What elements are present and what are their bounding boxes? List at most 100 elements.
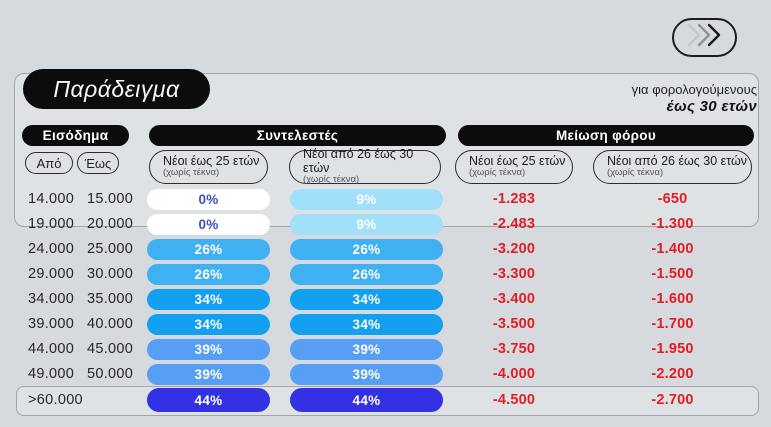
triple-chevron-right-icon [686, 22, 724, 53]
rate-under25-value: 34% [194, 316, 223, 332]
rate-26to30-value: 26% [352, 266, 381, 282]
column-header-title: Νέοι από 26 έως 30 ετών [303, 146, 414, 175]
income-to-value: 20.000 [87, 216, 134, 232]
reduction-26to30-value: -2.200 [651, 366, 694, 382]
rate-26to30-value: 39% [352, 366, 381, 382]
income-to-value: 30.000 [87, 266, 134, 282]
next-button[interactable] [672, 18, 737, 57]
income-to-value: 50.000 [87, 366, 134, 382]
rate-under25-value: 26% [194, 266, 223, 282]
reduction-under25-value: -3.500 [492, 316, 536, 332]
column-header-title: Νέοι από 26 έως 30 ετών [607, 153, 748, 168]
column-group-rates-label: Συντελεστές [256, 128, 339, 143]
reduction-under25-value: -3.200 [492, 241, 536, 257]
income-from-value: 39.000 [28, 316, 75, 332]
income-from-value: 34.000 [28, 291, 75, 307]
income-to-value: 45.000 [87, 341, 134, 357]
rate-26to30-value: 34% [352, 291, 381, 307]
income-from-value: 14.000 [28, 191, 75, 207]
column-group-reduction-label: Μείωση φόρου [556, 128, 656, 143]
income-to-value: 40.000 [87, 316, 134, 332]
income-from-value: 19.000 [28, 216, 75, 232]
reduction-under25-value: -4.000 [492, 366, 536, 382]
reduction-26to30-value: -1.300 [651, 216, 694, 232]
rate-26to30-value: 34% [352, 316, 381, 332]
rate-pill-under25: 0% [147, 213, 270, 235]
rate-pill-under25: 39% [147, 338, 270, 360]
column-header-note: (χωρίς τέκνα) [607, 167, 664, 179]
reduction-under25-value: -3.750 [492, 341, 536, 357]
rate-pill-under25: 0% [147, 188, 270, 210]
table-row: >60.000 44% 44% -4.500 -2.700 [0, 388, 771, 412]
rate-26to30-value: 44% [352, 392, 381, 408]
rate-under25-value: 0% [198, 191, 219, 207]
reduction-26to30-value: -1.700 [651, 316, 694, 332]
reduction-under25-value: -3.300 [492, 266, 536, 282]
table-row: 19.000 20.000 0% 9% -2.483 -1.300 [0, 212, 771, 236]
rate-pill-26to30: 39% [290, 363, 443, 385]
reduction-under25-value: -4.500 [492, 392, 536, 408]
column-header-rate-26to30: Νέοι από 26 έως 30 ετών (χωρίς τέκνα) [289, 146, 441, 186]
rate-under25-value: 26% [194, 241, 223, 257]
column-group-rates: Συντελεστές [149, 125, 446, 146]
column-header-note: (χωρίς τέκνα) [469, 167, 526, 179]
table-row: 29.000 30.000 26% 26% -3.300 -1.500 [0, 262, 771, 286]
column-header-reduction-26to30: Νέοι από 26 έως 30 ετών (χωρίς τέκνα) [593, 150, 752, 184]
rate-pill-26to30: 9% [290, 188, 443, 210]
rate-under25-value: 0% [198, 216, 219, 232]
income-from-value: >60.000 [28, 392, 83, 408]
rate-pill-26to30: 39% [290, 338, 443, 360]
reduction-26to30-value: -1.950 [651, 341, 694, 357]
rate-pill-under25: 39% [147, 363, 270, 385]
rate-26to30-value: 9% [356, 191, 377, 207]
audience-line1: για φορολογούμενους [631, 82, 757, 97]
income-from-value: 44.000 [28, 341, 75, 357]
column-group-income-label: Εισόδημα [42, 128, 109, 143]
table-row: 49.000 50.000 39% 39% -4.000 -2.200 [0, 362, 771, 386]
column-header-to-label: Έως [84, 155, 112, 171]
column-header-from-label: Από [36, 155, 62, 171]
column-header-title: Νέοι έως 25 ετών [469, 153, 566, 168]
rate-pill-26to30: 44% [290, 388, 443, 412]
table-row: 39.000 40.000 34% 34% -3.500 -1.700 [0, 312, 771, 336]
reduction-under25-value: -1.283 [492, 191, 536, 207]
column-header-note: (χωρίς τέκνα) [163, 167, 220, 179]
rate-under25-value: 44% [194, 392, 223, 408]
table-row: 24.000 25.000 26% 26% -3.200 -1.400 [0, 237, 771, 261]
rate-under25-value: 34% [194, 291, 223, 307]
income-from-value: 24.000 [28, 241, 75, 257]
rate-26to30-value: 26% [352, 241, 381, 257]
column-header-reduction-under25: Νέοι έως 25 ετών (χωρίς τέκνα) [455, 150, 573, 184]
audience-line2: έως 30 ετών [666, 97, 757, 115]
column-header-to: Έως [77, 152, 119, 174]
rate-pill-under25: 44% [147, 388, 270, 412]
column-header-from: Από [25, 152, 73, 174]
rate-pill-26to30: 26% [290, 238, 443, 260]
column-header-rate-under25: Νέοι έως 25 ετών (χωρίς τέκνα) [149, 150, 268, 184]
column-group-reduction: Μείωση φόρου [458, 125, 754, 146]
audience-note: για φορολογούμενους έως 30 ετών [631, 82, 757, 115]
rate-pill-26to30: 34% [290, 313, 443, 335]
page-title-pill: Παράδειγμα [23, 69, 210, 109]
income-from-value: 29.000 [28, 266, 75, 282]
rate-under25-value: 39% [194, 366, 223, 382]
table-row: 44.000 45.000 39% 39% -3.750 -1.950 [0, 337, 771, 361]
rate-pill-26to30: 26% [290, 263, 443, 285]
reduction-26to30-value: -2.700 [651, 392, 694, 408]
page-title: Παράδειγμα [53, 75, 180, 102]
rate-pill-26to30: 9% [290, 213, 443, 235]
rate-pill-under25: 26% [147, 263, 270, 285]
table-row: 34.000 35.000 34% 34% -3.400 -1.600 [0, 287, 771, 311]
column-header-note: (χωρίς τέκνα) [303, 174, 360, 186]
reduction-26to30-value: -1.600 [651, 291, 694, 307]
column-header-title: Νέοι έως 25 ετών [163, 153, 260, 168]
reduction-under25-value: -2.483 [492, 216, 536, 232]
reduction-26to30-value: -1.500 [651, 266, 694, 282]
reduction-26to30-value: -1.400 [651, 241, 694, 257]
income-to-value: 25.000 [87, 241, 134, 257]
rate-26to30-value: 9% [356, 216, 377, 232]
rate-pill-under25: 26% [147, 238, 270, 260]
rate-pill-26to30: 34% [290, 288, 443, 310]
rate-pill-under25: 34% [147, 288, 270, 310]
